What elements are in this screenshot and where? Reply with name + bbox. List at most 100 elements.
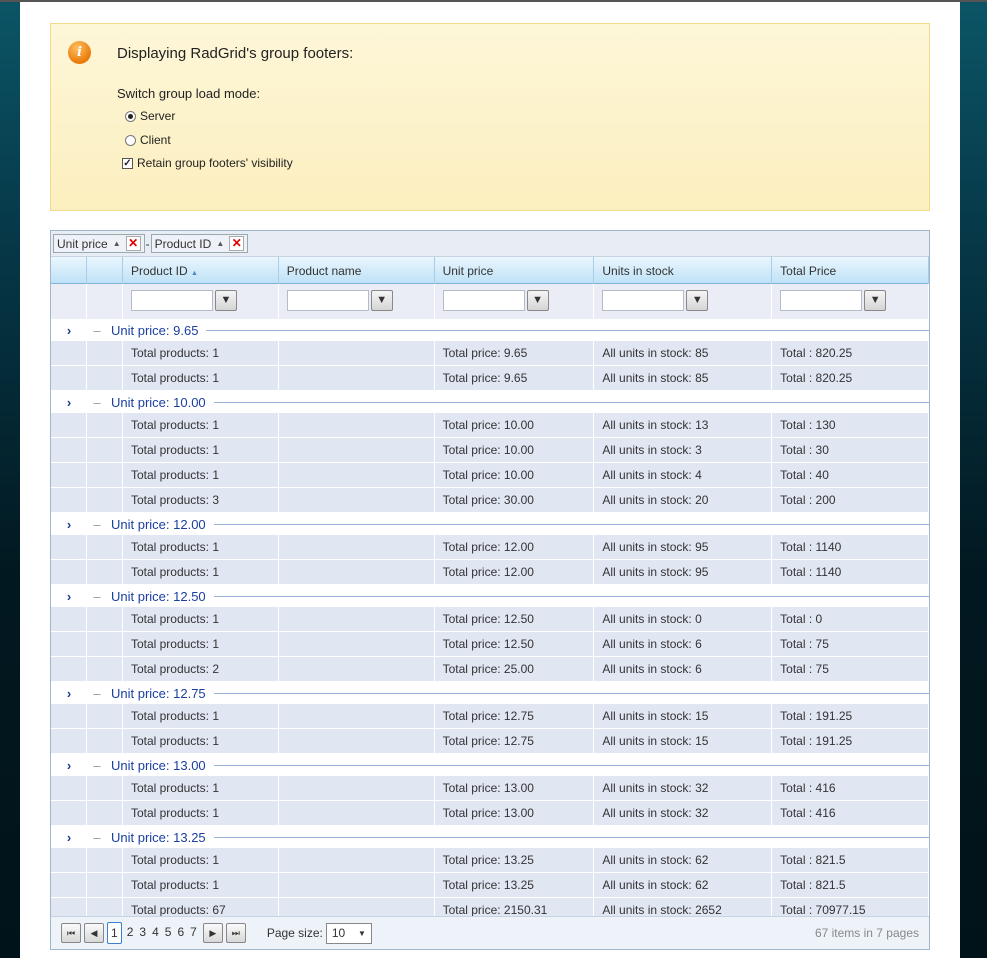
expand-icon[interactable]: › bbox=[66, 829, 72, 845]
header-product-id[interactable]: Product ID ▲ bbox=[123, 257, 279, 284]
page-link[interactable]: 3 bbox=[139, 925, 147, 939]
footer-cell: Total price: 12.50 bbox=[435, 631, 595, 657]
expand-icon[interactable]: › bbox=[66, 685, 72, 701]
header-row: Product ID ▲ Product name Unit price Uni… bbox=[51, 257, 929, 284]
group-label: Unit price: 9.65 bbox=[111, 322, 199, 338]
header-unit-price[interactable]: Unit price bbox=[435, 257, 595, 284]
sort-asc-icon[interactable]: ▲ bbox=[216, 239, 225, 248]
group-line bbox=[213, 836, 929, 838]
radio-client[interactable]: Client bbox=[125, 133, 171, 147]
dash-icon: – bbox=[93, 588, 101, 604]
page-link[interactable]: 2 bbox=[126, 925, 134, 939]
header-label[interactable]: Product name bbox=[286, 264, 362, 278]
footer-cell: Total : 75 bbox=[772, 656, 929, 682]
page-size-select[interactable]: 10 ▼ bbox=[325, 922, 372, 944]
filter-icon[interactable]: ▼ bbox=[214, 290, 237, 311]
footer-cell bbox=[51, 606, 87, 632]
page-link[interactable]: 4 bbox=[152, 925, 159, 939]
filter-input[interactable] bbox=[442, 290, 525, 311]
filter-empty bbox=[51, 284, 87, 319]
footer-cell bbox=[279, 800, 435, 826]
group-footer-row: Total products: 1 Total price: 13.00 All u… bbox=[51, 800, 929, 826]
group-header-row: › – Unit price: 12.00 bbox=[51, 513, 929, 535]
filter-icon[interactable]: ▼ bbox=[686, 290, 709, 311]
page-link[interactable]: 6 bbox=[177, 925, 185, 939]
page-size: Page size: 10 ▼ bbox=[267, 922, 372, 944]
header-label[interactable]: Unit price bbox=[442, 264, 494, 278]
filter-input[interactable] bbox=[602, 290, 685, 311]
footer-cell: All units in stock: 15 bbox=[594, 703, 773, 729]
last-page-icon[interactable]: ⏭ bbox=[225, 923, 246, 943]
filter-units-in-stock: ▼ bbox=[594, 284, 773, 319]
remove-group-icon[interactable]: ✕ bbox=[125, 236, 141, 251]
footer-cell bbox=[51, 340, 87, 366]
page-link[interactable]: 7 bbox=[190, 925, 197, 939]
retain-footers-checkbox[interactable]: ✓ Retain group footers' visibility bbox=[122, 156, 293, 170]
radio-icon[interactable] bbox=[125, 110, 136, 122]
footer-cell bbox=[51, 412, 87, 438]
next-page-icon[interactable]: ▶ bbox=[202, 923, 223, 943]
header-label[interactable]: Product ID bbox=[130, 264, 188, 278]
page-link[interactable]: 1 bbox=[107, 922, 122, 944]
footer-cell: Total price: 2150.31 bbox=[435, 897, 595, 923]
footer-cell bbox=[51, 728, 87, 754]
footer-cell: Total : 416 bbox=[772, 800, 929, 826]
filter-input[interactable] bbox=[130, 290, 213, 311]
group-item-product-id[interactable]: Product ID ▲ ✕ bbox=[150, 234, 249, 253]
expand-icon[interactable]: › bbox=[66, 757, 72, 773]
expand-icon[interactable]: › bbox=[66, 588, 72, 604]
page-link[interactable]: 5 bbox=[164, 925, 172, 939]
header-total-price[interactable]: Total Price bbox=[772, 257, 929, 284]
footer-cell bbox=[279, 534, 435, 560]
group-header-row: › – Unit price: 9.65 bbox=[51, 319, 929, 341]
footer-cell bbox=[87, 534, 123, 560]
footer-cell: Total : 191.25 bbox=[772, 703, 929, 729]
prev-page-icon[interactable]: ◀ bbox=[84, 923, 104, 943]
footer-cell bbox=[51, 656, 87, 682]
footer-cell bbox=[87, 775, 123, 801]
header-label[interactable]: Units in stock bbox=[602, 264, 674, 278]
page-size-value: 10 bbox=[331, 926, 346, 940]
filter-input[interactable] bbox=[286, 290, 369, 311]
group-line bbox=[213, 401, 929, 403]
footer-cell: Total : 75 bbox=[772, 631, 929, 657]
group-footer-row: Total products: 1 Total price: 12.50 All u… bbox=[51, 606, 929, 632]
footer-cell bbox=[279, 487, 435, 513]
footer-cell bbox=[279, 606, 435, 632]
group-label: Unit price: 12.50 bbox=[111, 588, 206, 604]
footer-cell bbox=[87, 559, 123, 585]
filter-icon[interactable]: ▼ bbox=[526, 290, 549, 311]
group-footer-row: Total products: 3 Total price: 30.00 All u… bbox=[51, 487, 929, 513]
filter-icon[interactable]: ▼ bbox=[370, 290, 393, 311]
remove-group-icon[interactable]: ✕ bbox=[229, 236, 245, 251]
group-separator: - bbox=[145, 236, 150, 251]
footer-cell bbox=[279, 847, 435, 873]
footer-cell: Total : 821.5 bbox=[772, 872, 929, 898]
first-page-icon[interactable]: ⏮ bbox=[61, 923, 81, 943]
footer-cell bbox=[87, 728, 123, 754]
header-label[interactable]: Total Price bbox=[780, 264, 837, 278]
footer-cell: Total : 820.25 bbox=[772, 340, 929, 366]
footer-cell bbox=[87, 656, 123, 682]
footer-cell: Total price: 12.75 bbox=[435, 703, 595, 729]
filter-unit-price: ▼ bbox=[435, 284, 595, 319]
expand-icon[interactable]: › bbox=[66, 322, 72, 338]
group-item-unit-price[interactable]: Unit price ▲ ✕ bbox=[53, 234, 145, 253]
footer-cell: All units in stock: 0 bbox=[594, 606, 773, 632]
header-units-in-stock[interactable]: Units in stock bbox=[594, 257, 773, 284]
footer-cell: Total products: 1 bbox=[123, 437, 279, 463]
radio-server[interactable]: Server bbox=[125, 109, 175, 123]
expand-icon[interactable]: › bbox=[66, 516, 72, 532]
footer-cell: All units in stock: 6 bbox=[594, 656, 773, 682]
expand-icon[interactable]: › bbox=[66, 394, 72, 410]
radio-icon[interactable] bbox=[125, 134, 136, 146]
footer-cell bbox=[279, 412, 435, 438]
sort-asc-icon[interactable]: ▲ bbox=[112, 239, 121, 248]
filter-icon[interactable]: ▼ bbox=[864, 290, 887, 311]
header-product-name[interactable]: Product name bbox=[279, 257, 435, 284]
checkbox-icon[interactable]: ✓ bbox=[122, 157, 133, 169]
footer-cell bbox=[87, 462, 123, 488]
group-header-row: › – Unit price: 12.75 bbox=[51, 682, 929, 704]
filter-input[interactable] bbox=[780, 290, 863, 311]
